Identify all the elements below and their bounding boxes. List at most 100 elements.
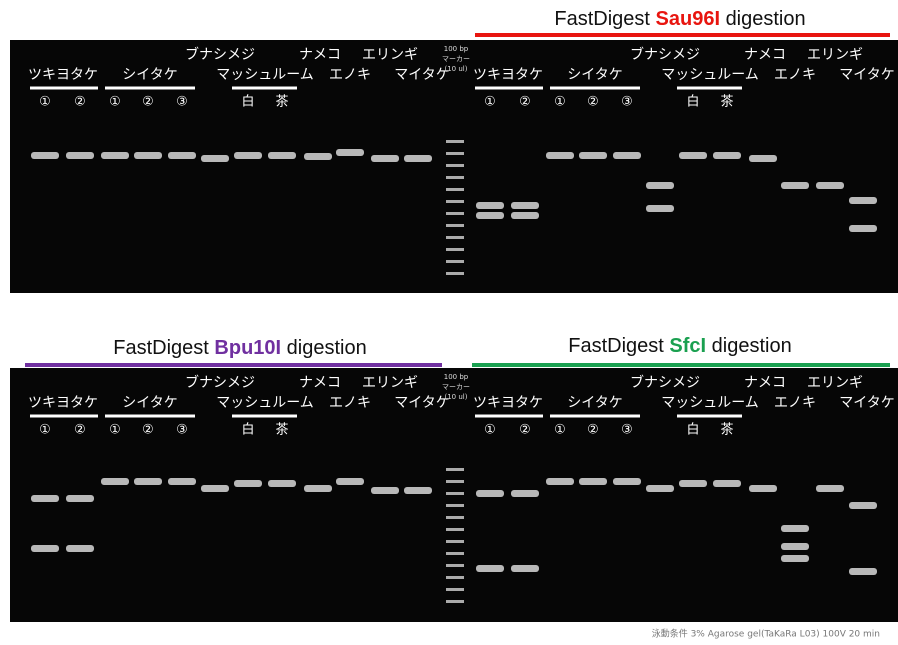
- lane-label: ②: [142, 423, 154, 438]
- band: [371, 155, 399, 162]
- band: [679, 480, 707, 487]
- sample-label: シイタケ: [122, 395, 177, 411]
- band: [679, 152, 707, 159]
- ladder-band: [446, 260, 464, 263]
- lane-label: 茶: [720, 94, 733, 110]
- band: [511, 565, 539, 572]
- title-prefix: FastDigest: [554, 8, 650, 30]
- band: [66, 152, 94, 159]
- lane-label: ①: [484, 95, 496, 110]
- band: [268, 480, 296, 487]
- lane-label: 白: [241, 94, 254, 110]
- sample-label: ブナシメジ: [630, 46, 700, 63]
- lane-label: 白: [686, 422, 699, 438]
- band: [546, 152, 574, 159]
- enzyme: Bpu10I: [214, 337, 281, 359]
- ladder-band: [446, 236, 464, 239]
- title-prefix: FastDigest: [113, 337, 209, 359]
- lane-label: ②: [142, 95, 154, 110]
- band: [31, 152, 59, 159]
- title-suffix: digestion: [287, 337, 367, 359]
- sample-label: エリンギ: [362, 47, 418, 63]
- sample-label: エノキ: [774, 395, 816, 411]
- sample-label: ナメコ: [744, 375, 786, 391]
- band: [849, 197, 877, 204]
- lane-label: ②: [519, 423, 531, 438]
- title: FastDigest SfcI digestion: [568, 335, 791, 357]
- band: [613, 152, 641, 159]
- sample-label: マイタケ: [839, 67, 894, 83]
- lane-label: 茶: [275, 94, 288, 110]
- lane-label: ②: [74, 423, 86, 438]
- title: FastDigest Sau96I digestion: [554, 8, 805, 30]
- lane-label: ③: [176, 95, 188, 110]
- band: [66, 545, 94, 552]
- band: [134, 152, 162, 159]
- title-suffix: digestion: [726, 8, 806, 30]
- lane-label: ①: [484, 423, 496, 438]
- band: [336, 149, 364, 156]
- band: [404, 487, 432, 494]
- band: [304, 153, 332, 160]
- ladder-band: [446, 272, 464, 275]
- band: [849, 225, 877, 232]
- marker-label: マーカー: [442, 383, 470, 391]
- sample-label: ブナシメジ: [185, 374, 255, 391]
- lane-label: 白: [241, 422, 254, 438]
- ladder-band: [446, 468, 464, 471]
- band: [371, 487, 399, 494]
- ladder-band: [446, 176, 464, 179]
- sample-label: シイタケ: [122, 67, 177, 83]
- band: [336, 478, 364, 485]
- ladder-band: [446, 164, 464, 167]
- ladder-band: [446, 576, 464, 579]
- lane-label: ①: [39, 423, 51, 438]
- band: [511, 202, 539, 209]
- band: [234, 480, 262, 487]
- sample-label: エノキ: [329, 67, 371, 83]
- ladder-band: [446, 552, 464, 555]
- ladder-band: [446, 540, 464, 543]
- band: [476, 565, 504, 572]
- ladder-band: [446, 600, 464, 603]
- band: [713, 480, 741, 487]
- sample-label: ナメコ: [299, 47, 341, 63]
- band: [579, 152, 607, 159]
- lane-label: 茶: [720, 422, 733, 438]
- sample-label: ナメコ: [744, 47, 786, 63]
- ladder-band: [446, 212, 464, 215]
- band: [546, 478, 574, 485]
- lane-label: ①: [554, 423, 566, 438]
- band: [234, 152, 262, 159]
- ladder-band: [446, 564, 464, 567]
- marker-label: 100 bp: [444, 373, 469, 381]
- band: [613, 478, 641, 485]
- sample-label: シイタケ: [567, 67, 622, 83]
- figure: FastDigest Sau96I digestion FastDigest B…: [0, 0, 898, 645]
- ladder-band: [446, 504, 464, 507]
- band: [749, 485, 777, 492]
- band: [511, 212, 539, 219]
- sample-label: エリンギ: [807, 375, 863, 391]
- band: [781, 525, 809, 532]
- lane-label: 白: [686, 94, 699, 110]
- lane-label: ②: [519, 95, 531, 110]
- band: [168, 152, 196, 159]
- band: [579, 478, 607, 485]
- band: [646, 182, 674, 189]
- band: [849, 502, 877, 509]
- lane-label: ①: [554, 95, 566, 110]
- sample-label: ナメコ: [299, 375, 341, 391]
- marker-label: (10 ul): [445, 65, 468, 73]
- sample-label: マッシュルーム: [661, 395, 759, 411]
- lane-label: ①: [109, 423, 121, 438]
- sample-label: ブナシメジ: [630, 374, 700, 391]
- sample-label: マイタケ: [839, 395, 894, 411]
- ladder-band: [446, 480, 464, 483]
- band: [511, 490, 539, 497]
- sample-label: マッシュルーム: [216, 67, 314, 83]
- sample-label: エリンギ: [362, 375, 418, 391]
- lane-label: ③: [176, 423, 188, 438]
- band: [781, 543, 809, 550]
- title-prefix: FastDigest: [568, 335, 664, 357]
